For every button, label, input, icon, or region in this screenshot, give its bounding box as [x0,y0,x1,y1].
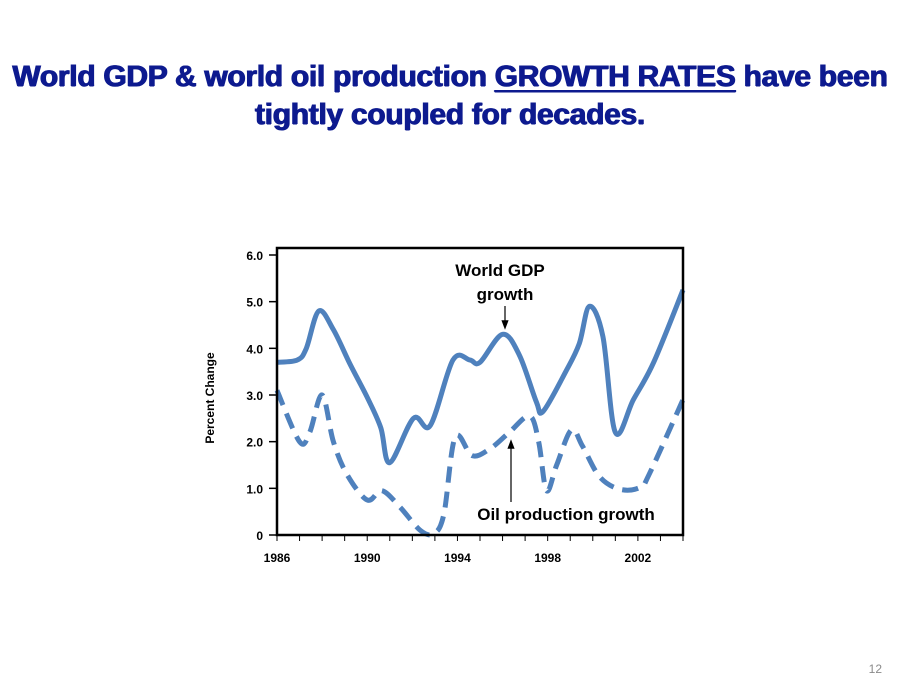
y-tick-label: 3.0 [246,389,263,403]
x-tick-label: 1990 [354,551,381,565]
y-tick-label: 5.0 [246,296,263,310]
title-emphasis: GROWTH RATES [494,60,736,93]
y-tick-label: 1.0 [246,482,263,496]
y-tick-label: 0 [256,529,263,543]
gdp-annotation-line1: World GDP [455,261,544,280]
oil-production-growth-line [274,389,686,538]
x-tick-label: 1986 [264,551,291,565]
slide-title: World GDP & world oil production GROWTH … [0,58,900,134]
x-tick-label: 1998 [534,551,561,565]
gdp-growth-line [276,289,686,466]
page-number: 12 [868,662,882,676]
y-tick-label: 2.0 [246,436,263,450]
y-axis-label: Percent Change [203,352,217,444]
oil-annotation: Oil production growth [477,505,655,524]
title-part-1: World GDP & world oil production [12,60,495,93]
y-tick-label: 4.0 [246,342,263,356]
title-part-2: have been tightly coupled for decades. [255,60,888,131]
y-tick-label: 6.0 [246,249,263,263]
gdp-annotation-line2: growth [477,285,534,304]
x-tick-label: 1994 [444,551,471,565]
x-tick-label: 2002 [625,551,652,565]
